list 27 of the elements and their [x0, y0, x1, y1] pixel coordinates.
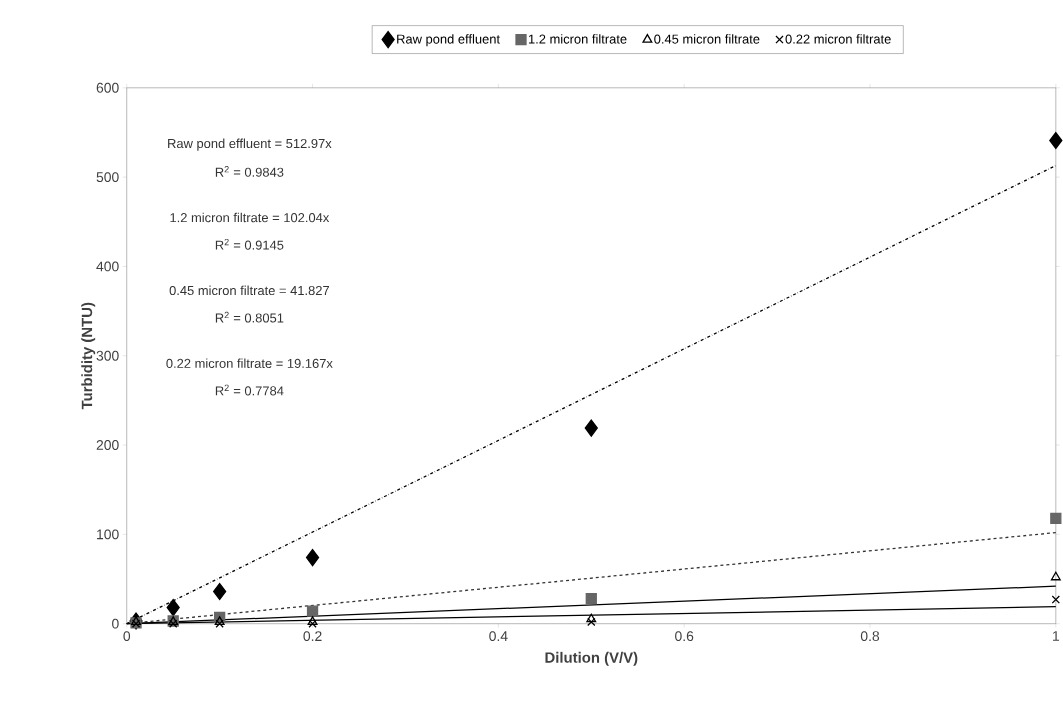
y-tick-label: 300	[96, 350, 119, 361]
y-tick-label: 100	[97, 529, 119, 540]
annotation: 0.22 micron filtrate = 19.167x	[166, 358, 333, 368]
x-tick-label: 0	[123, 630, 131, 641]
legend-label: Raw pond effluent	[397, 33, 500, 46]
x-tick-label: 1	[1053, 630, 1060, 641]
y-tick-label: 0	[112, 618, 119, 629]
y-tick-label: 500	[96, 171, 119, 182]
annotation: R$^{2}$ = 0.9145	[215, 238, 284, 250]
annotation: R$^{2}$ = 0.9843	[215, 165, 284, 177]
y-axis-title: Turbidity (NTU)	[81, 302, 96, 410]
legend-label: 0.22 micron filtrate	[785, 33, 891, 44]
x-tick-label: 0.2	[303, 630, 322, 641]
annotation: 0.45 micron filtrate = 41.827	[169, 285, 329, 295]
x-tick-label: 0.6	[675, 630, 694, 641]
annotation: 1.2 micron filtrate = 102.04x	[170, 212, 330, 222]
y-tick-label: 600	[96, 82, 119, 93]
x-axis-title: Dilution (V/V)	[545, 651, 638, 666]
annotation: R$^{2}$ = 0.7784	[215, 384, 284, 396]
annotation: Raw pond effluent = 512.97x	[168, 138, 332, 151]
legend-label: 0.45 micron filtrate	[654, 33, 760, 44]
legend-label: 1.2 micron filtrate	[528, 33, 627, 44]
x-tick-label: 0.8	[860, 630, 880, 641]
y-tick-label: 400	[96, 261, 119, 272]
x-tick-label: 0.4	[489, 630, 508, 641]
y-tick-label: 200	[96, 439, 119, 450]
annotation: R$^{2}$ = 0.8051	[215, 311, 284, 323]
